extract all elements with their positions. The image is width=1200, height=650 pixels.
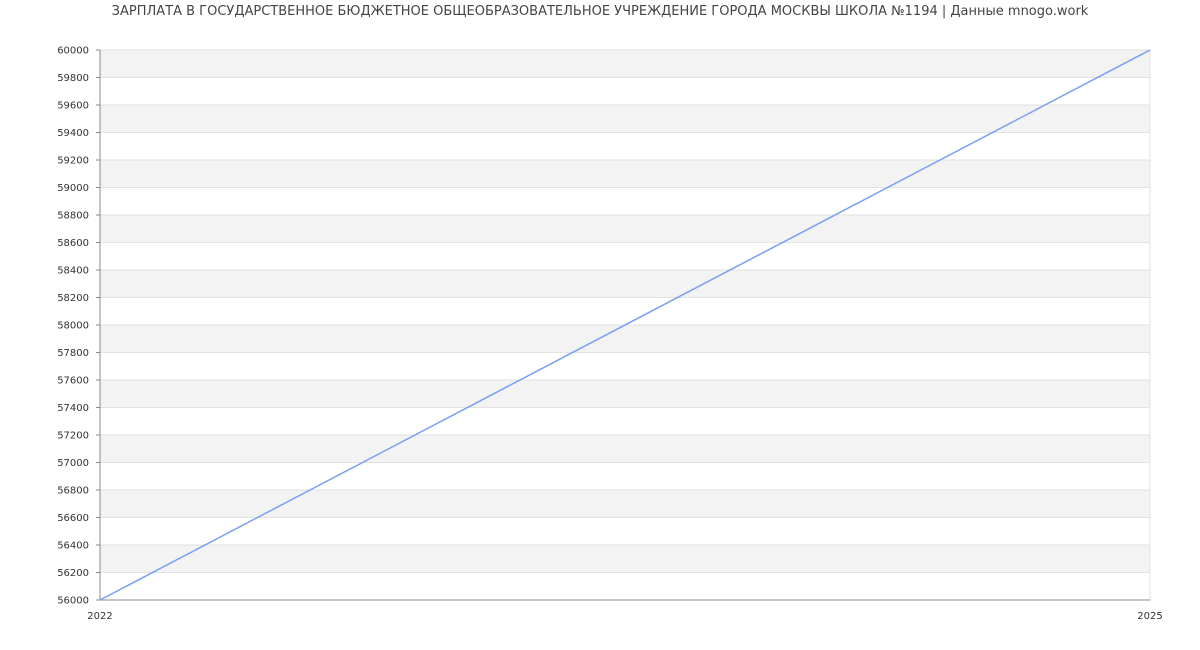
y-tick-label: 57600: [57, 376, 89, 387]
y-tick-label: 56200: [57, 568, 89, 579]
grid-band: [100, 132, 1150, 160]
grid-band: [100, 435, 1150, 463]
y-tick-label: 56000: [57, 596, 89, 607]
data-point: [99, 599, 101, 601]
grid-band: [100, 490, 1150, 518]
grid-band: [100, 517, 1150, 545]
grid-band: [100, 105, 1150, 133]
y-tick-label: 58400: [57, 266, 89, 277]
grid-band: [100, 545, 1150, 573]
grid-band: [100, 462, 1150, 490]
y-tick-label: 56600: [57, 513, 89, 524]
grid-band: [100, 270, 1150, 298]
y-tick-label: 60000: [57, 46, 89, 57]
grid-band: [100, 77, 1150, 105]
y-tick-label: 58200: [57, 293, 89, 304]
x-tick-label: 2022: [87, 611, 112, 622]
y-tick-label: 59800: [57, 73, 89, 84]
x-tick-label: 2025: [1137, 611, 1162, 622]
grid-band: [100, 352, 1150, 380]
grid-band: [100, 380, 1150, 408]
y-tick-label: 58000: [57, 321, 89, 332]
grid-band: [100, 160, 1150, 188]
grid-band: [100, 187, 1150, 215]
y-tick-label: 57200: [57, 431, 89, 442]
series-line: [99, 49, 1151, 601]
y-tick-label: 59200: [57, 156, 89, 167]
data-point: [1149, 49, 1151, 51]
y-tick-label: 59000: [57, 183, 89, 194]
grid-band: [100, 407, 1150, 435]
grid-band: [100, 325, 1150, 353]
y-tick-label: 57400: [57, 403, 89, 414]
grid-band: [100, 50, 1150, 78]
grid-band: [100, 215, 1150, 243]
y-tick-label: 56400: [57, 541, 89, 552]
y-tick-label: 59400: [57, 128, 89, 139]
y-tick-label: 56800: [57, 486, 89, 497]
grid-band: [100, 297, 1150, 325]
y-tick-label: 58800: [57, 211, 89, 222]
chart-title: ЗАРПЛАТА В ГОСУДАРСТВЕННОЕ БЮДЖЕТНОЕ ОБЩ…: [111, 4, 1089, 19]
grid-band: [100, 572, 1150, 600]
y-tick-label: 58600: [57, 238, 89, 249]
y-tick-label: 57000: [57, 458, 89, 469]
y-tick-label: 59600: [57, 101, 89, 112]
grid-band: [100, 242, 1150, 270]
y-tick-label: 57800: [57, 348, 89, 359]
